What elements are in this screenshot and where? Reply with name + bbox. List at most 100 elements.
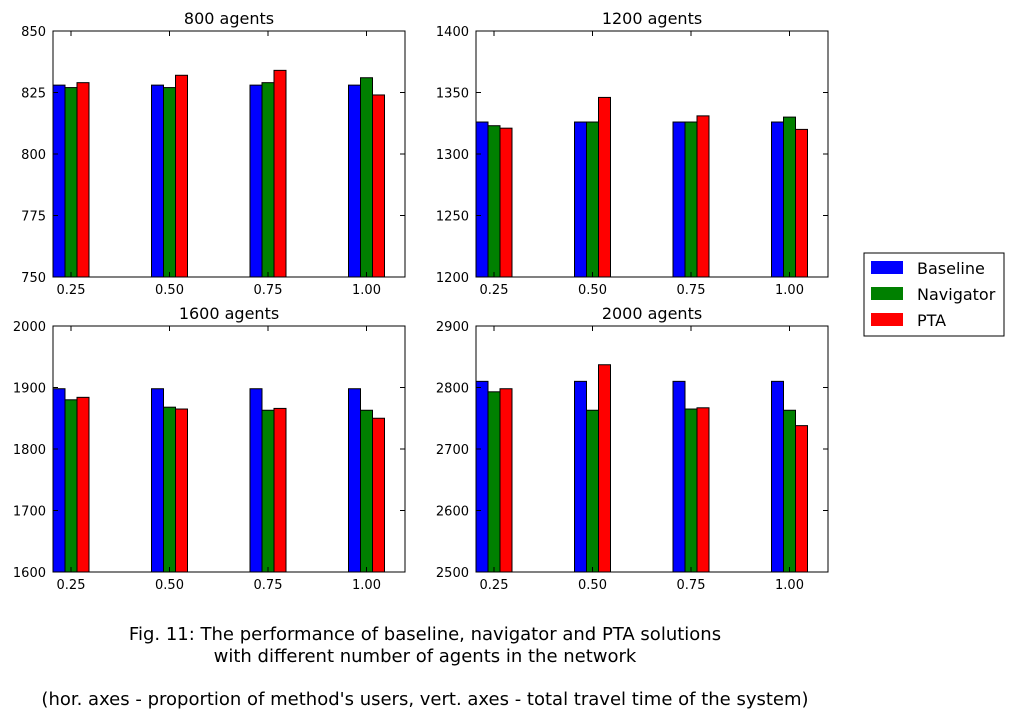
x-tick-label: 0.75: [677, 283, 706, 298]
x-tick-label: 0.25: [57, 283, 86, 298]
bar-baseline-0.75: [672, 121, 686, 278]
y-tick-label: 2000: [13, 320, 46, 335]
bar-pta-1.00: [795, 128, 808, 278]
bar-navigator-0.25: [487, 391, 501, 573]
bar-pta-0.50: [175, 408, 188, 573]
bar-navigator-1.00: [783, 116, 796, 278]
y-tick-label: 1200: [436, 271, 469, 286]
y-tick-label: 1250: [436, 210, 469, 225]
x-tick-label: 1.00: [352, 578, 381, 593]
legend-swatch-navigator: [871, 287, 903, 300]
y-tick-label: 750: [21, 271, 46, 286]
y-tick-label: 2800: [436, 382, 469, 397]
bar-pta-0.25: [499, 127, 513, 278]
legend-label-navigator: Navigator: [917, 285, 996, 304]
subplot-title: 800 agents: [184, 9, 274, 28]
y-tick-label: 850: [21, 25, 46, 40]
bar-pta-0.75: [273, 69, 287, 278]
bar-baseline-0.25: [52, 84, 66, 278]
subplot-title: 1600 agents: [179, 304, 279, 323]
legend-label-pta: PTA: [917, 311, 946, 330]
x-tick-label: 1.00: [775, 283, 804, 298]
bar-navigator-0.75: [261, 409, 275, 573]
bar-pta-0.50: [175, 74, 188, 278]
legend-swatch-baseline: [871, 261, 903, 274]
x-tick-label: 0.50: [155, 283, 184, 298]
x-tick-label: 0.75: [254, 283, 283, 298]
x-tick-label: 0.75: [677, 578, 706, 593]
y-tick-label: 1800: [13, 443, 46, 458]
bar-baseline-1.00: [771, 121, 784, 278]
x-tick-label: 0.25: [57, 578, 86, 593]
y-tick-label: 2900: [436, 320, 469, 335]
bar-pta-0.75: [696, 115, 710, 278]
bar-baseline-0.25: [475, 380, 489, 573]
bar-navigator-0.50: [586, 409, 599, 573]
x-tick-label: 0.25: [480, 283, 509, 298]
subplot-4: 2500 2600 2700 2800 2900 0.25 0.50 0.75 1.00 2000…: [436, 304, 829, 593]
bar-baseline-0.75: [249, 84, 263, 278]
bar-pta-1.00: [372, 94, 385, 278]
y-tick-label: 825: [21, 87, 46, 102]
x-tick-label: 1.00: [775, 578, 804, 593]
y-tick-label: 2500: [436, 566, 469, 581]
subplot-title: 2000 agents: [602, 304, 702, 323]
bar-baseline-0.50: [151, 84, 164, 278]
bar-pta-1.00: [372, 417, 385, 573]
bar-navigator-0.50: [163, 87, 176, 278]
y-tick-label: 1900: [13, 382, 46, 397]
y-tick-label: 1600: [13, 566, 46, 581]
caption-line-1: Fig. 11: The performance of baseline, na…: [128, 624, 722, 645]
figure-canvas: 750 775 800 825 850 0.25 0.50 0.75 1.00 800 agent…: [13, 9, 1005, 593]
x-tick-label: 0.50: [578, 578, 607, 593]
legend-label-baseline: Baseline: [917, 259, 985, 278]
y-tick-label: 800: [21, 148, 46, 163]
x-tick-label: 0.50: [155, 578, 184, 593]
subplot-2: 1200 1250 1300 1350 1400 0.25 0.50 0.75 1.00 1200…: [436, 9, 829, 298]
bar-pta-0.75: [273, 407, 287, 573]
bar-navigator-1.00: [783, 409, 796, 573]
bar-baseline-0.75: [249, 388, 263, 573]
subplots: 750 775 800 825 850 0.25 0.50 0.75 1.00 800 agent…: [13, 9, 829, 593]
bar-navigator-0.50: [586, 121, 599, 278]
bar-navigator-0.25: [64, 87, 78, 278]
bar-navigator-0.75: [684, 408, 698, 573]
bar-navigator-0.75: [684, 121, 698, 278]
y-tick-label: 1400: [436, 25, 469, 40]
caption-axes-note: (hor. axes - proportion of method's user…: [41, 689, 809, 710]
caption-line-2: with different number of agents in the n…: [213, 646, 637, 667]
bar-baseline-0.50: [574, 380, 587, 573]
x-tick-label: 0.25: [480, 578, 509, 593]
bar-baseline-0.75: [672, 380, 686, 573]
bar-navigator-0.25: [64, 399, 78, 573]
bar-navigator-0.25: [487, 125, 501, 278]
bar-pta-1.00: [795, 425, 808, 573]
bar-pta-0.25: [499, 388, 513, 573]
bar-baseline-0.50: [574, 121, 587, 278]
x-tick-label: 1.00: [352, 283, 381, 298]
bar-pta-0.75: [696, 407, 710, 573]
bar-pta-0.25: [76, 82, 90, 278]
bar-baseline-0.50: [151, 388, 164, 573]
y-tick-label: 1300: [436, 148, 469, 163]
subplot-3: 1600 1700 1800 1900 2000 0.25 0.50 0.75 1.00 1600…: [13, 304, 406, 593]
x-tick-label: 0.75: [254, 578, 283, 593]
x-tick-label: 0.50: [578, 283, 607, 298]
figure-caption: Fig. 11: The performance of baseline, na…: [0, 624, 850, 668]
subplot-title: 1200 agents: [602, 9, 702, 28]
legend: Baseline Navigator PTA: [863, 252, 1005, 337]
y-tick-label: 2700: [436, 443, 469, 458]
legend-swatch-pta: [871, 313, 903, 326]
y-tick-label: 1350: [436, 87, 469, 102]
bar-navigator-1.00: [360, 77, 373, 278]
bar-baseline-0.25: [52, 388, 66, 573]
bar-baseline-1.00: [348, 84, 361, 278]
bar-navigator-0.50: [163, 406, 176, 573]
bar-pta-0.50: [598, 364, 611, 573]
y-tick-label: 775: [21, 210, 46, 225]
bar-baseline-0.25: [475, 121, 489, 278]
bar-pta-0.25: [76, 396, 90, 573]
y-tick-label: 2600: [436, 505, 469, 520]
bar-navigator-1.00: [360, 409, 373, 573]
y-tick-label: 1700: [13, 505, 46, 520]
